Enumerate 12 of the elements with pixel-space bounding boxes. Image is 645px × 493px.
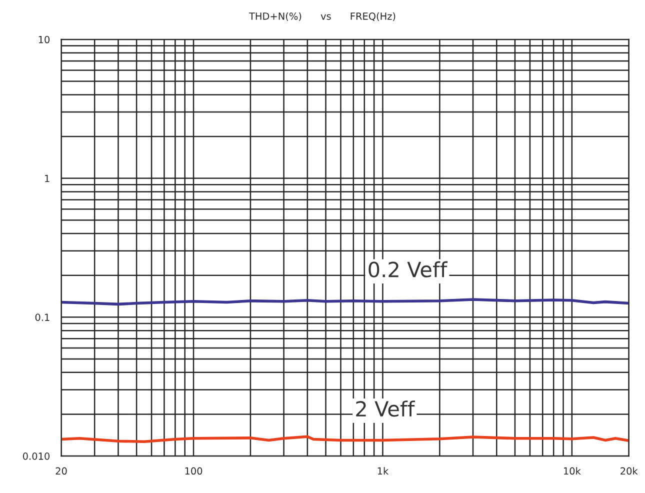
x-tick-label: 10k bbox=[564, 467, 581, 475]
y-tick-label: 0.1 bbox=[35, 314, 50, 321]
x-tick-label: 20k bbox=[620, 467, 638, 475]
chart-title: THD+N(%) vs FREQ(Hz) bbox=[248, 12, 396, 21]
series-label: 2 Veff bbox=[356, 400, 416, 417]
x-tick-label: 20 bbox=[56, 467, 67, 475]
y-tick-label: 1 bbox=[45, 174, 50, 182]
series-label: 0.2 Veff bbox=[368, 261, 448, 278]
y-tick-label: 10 bbox=[38, 36, 50, 44]
x-tick-label: 100 bbox=[185, 467, 202, 475]
y-tick-label: 0.010 bbox=[22, 452, 50, 460]
x-tick-label: 1k bbox=[378, 467, 389, 475]
